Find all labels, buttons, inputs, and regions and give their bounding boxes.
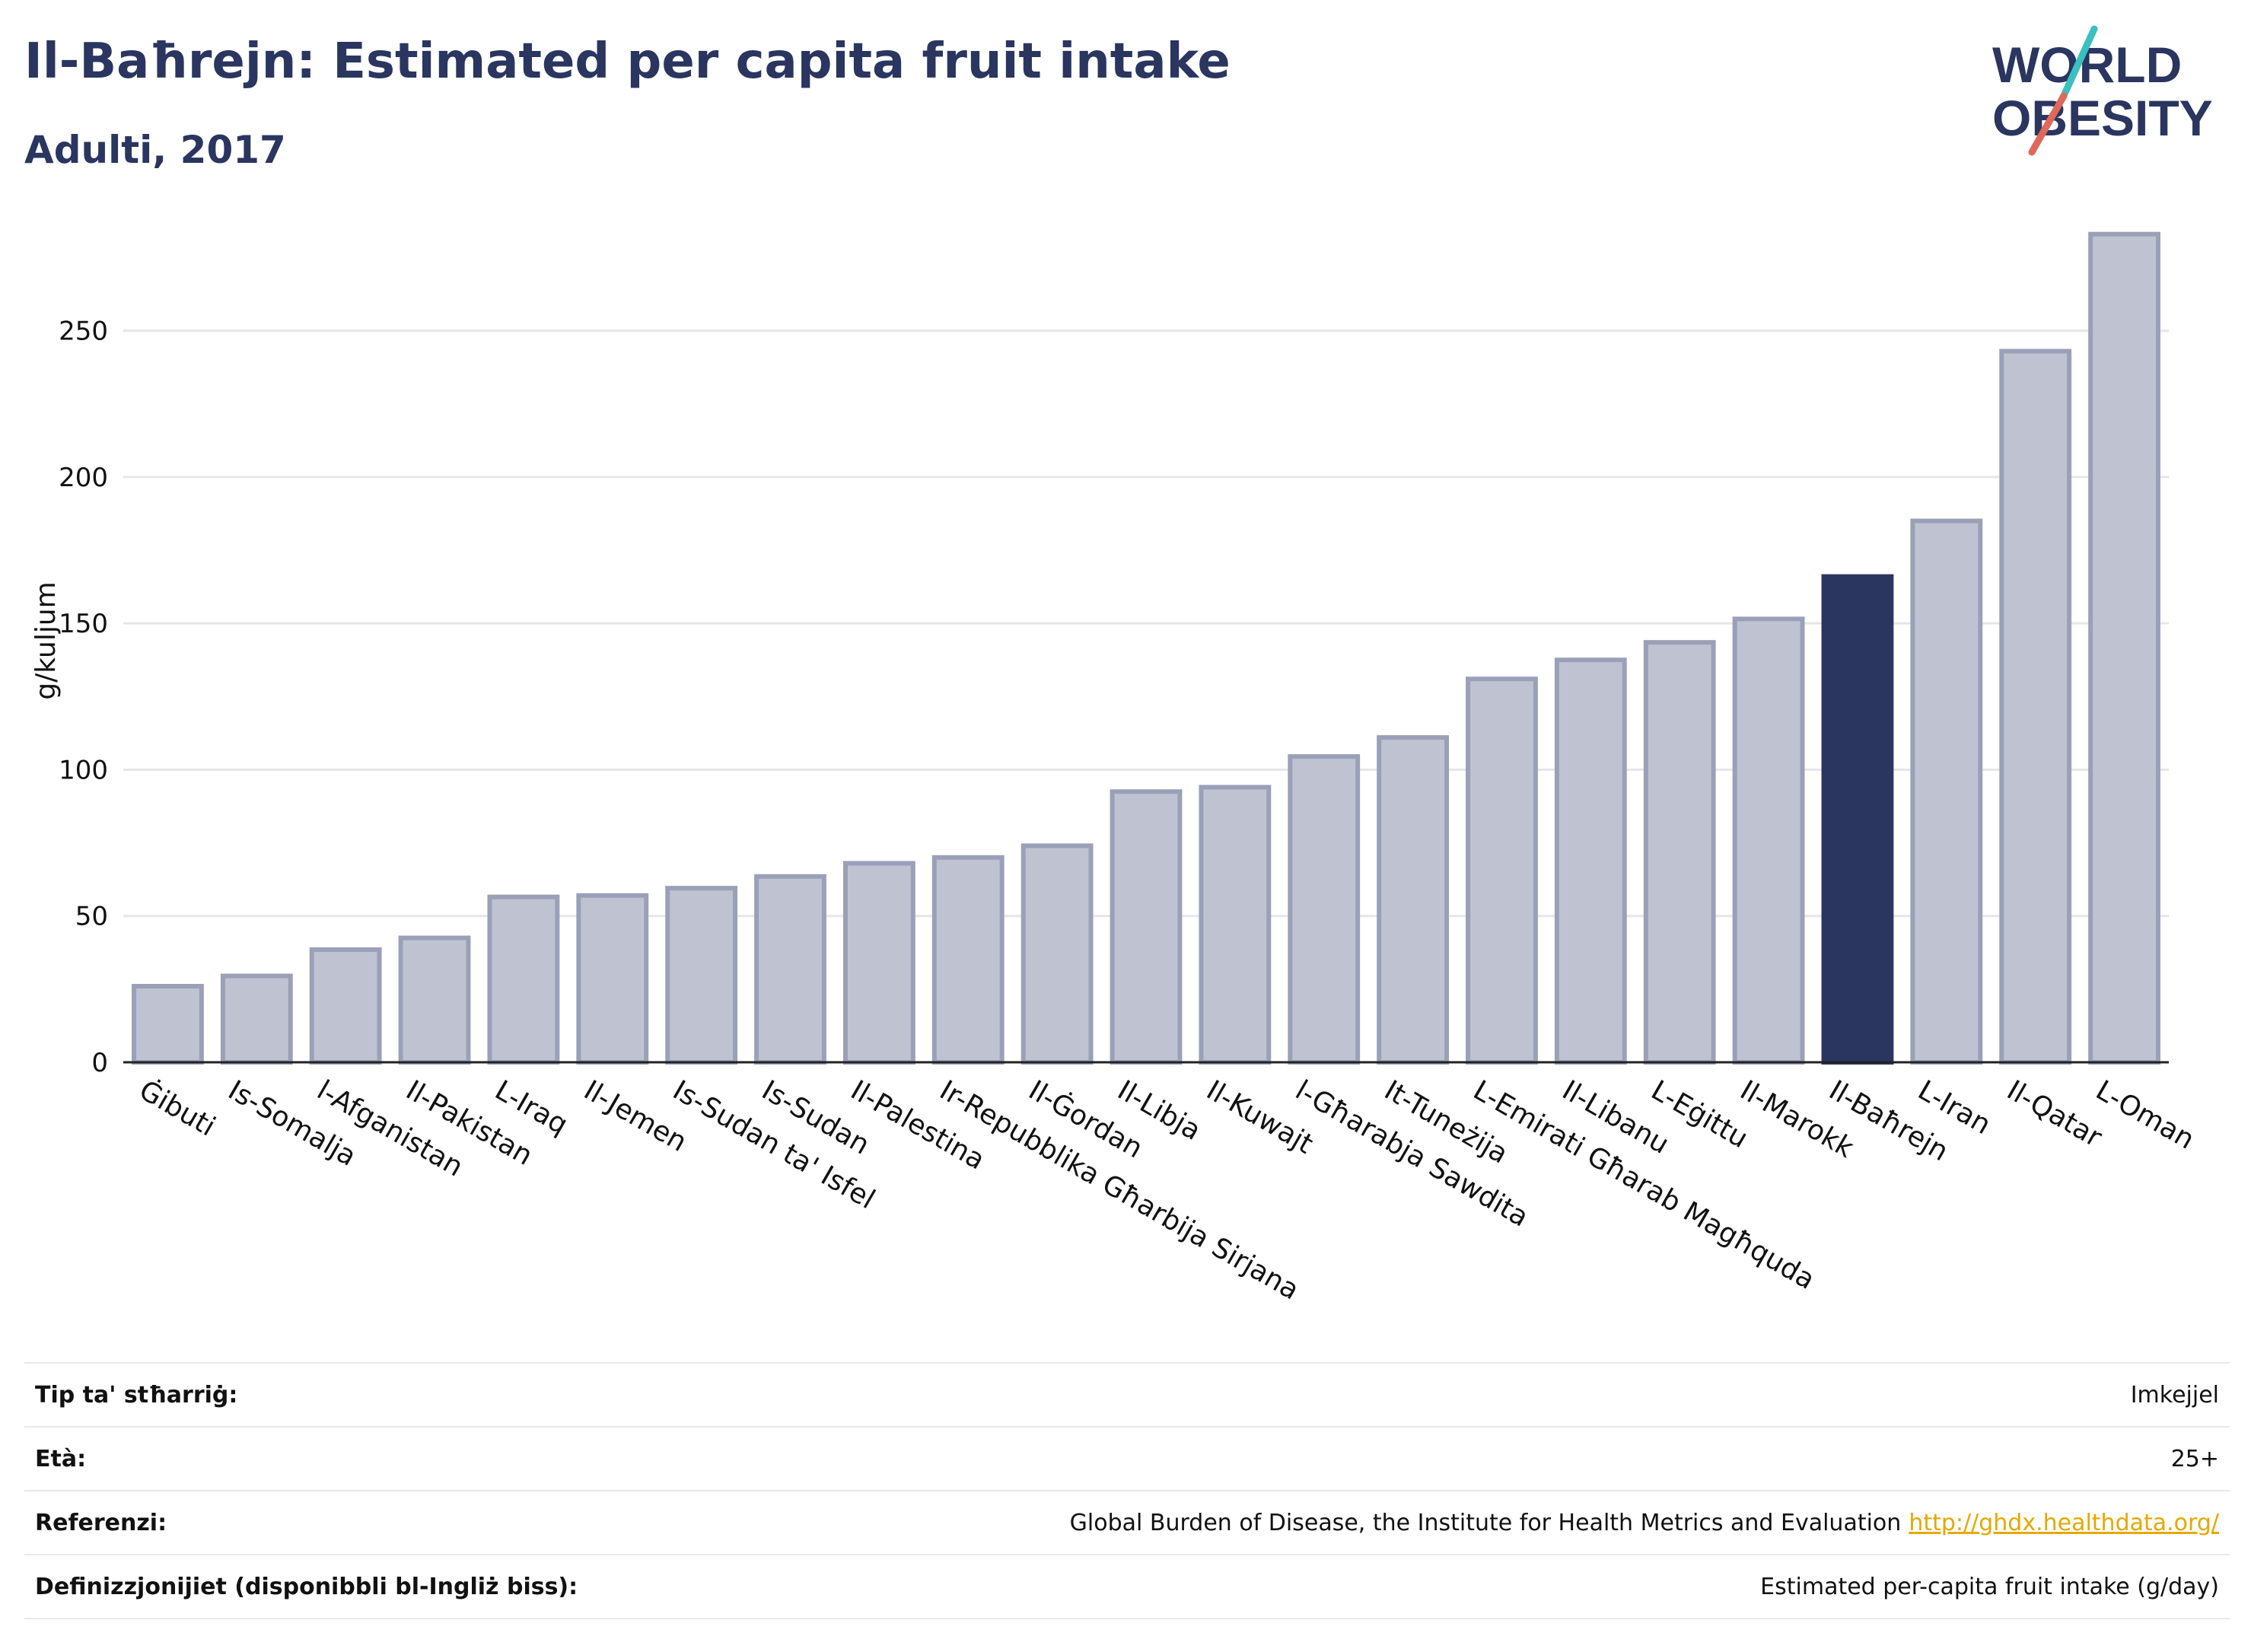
info-value: Estimated per-capita fruit intake (g/day…: [1760, 1574, 2230, 1600]
info-value: Global Burden of Disease, the Institute …: [1070, 1510, 2230, 1536]
y-tick-label: 200: [59, 463, 108, 493]
y-axis-label: g/kuljum: [30, 581, 62, 699]
info-row: Età: 25+: [24, 1426, 2230, 1490]
bar-1[interactable]: [220, 973, 293, 1065]
y-tick-label: 0: [91, 1048, 108, 1078]
x-tick-label: Il-Jemen: [578, 1074, 692, 1158]
bar-15[interactable]: [1466, 676, 1538, 1065]
bar-13[interactable]: [1288, 754, 1361, 1065]
info-value: 25+: [2171, 1446, 2230, 1472]
info-value-text: Imkejjel: [2130, 1381, 2219, 1408]
info-row: Definizzjonijiet (disponibbli bl-Ingliż …: [24, 1554, 2230, 1619]
bar-21[interactable]: [1999, 349, 2072, 1065]
bar-22[interactable]: [2088, 231, 2160, 1065]
info-row: Referenzi: Global Burden of Disease, the …: [24, 1490, 2230, 1554]
bar-17[interactable]: [1643, 640, 1716, 1065]
x-tick-label: Ġibuti: [134, 1074, 221, 1142]
bar-6[interactable]: [665, 886, 738, 1065]
bar-5[interactable]: [576, 893, 649, 1065]
bar-0[interactable]: [132, 984, 204, 1065]
bar-4[interactable]: [487, 894, 560, 1065]
bar-11[interactable]: [1110, 789, 1183, 1065]
logo-slash-red: [2028, 92, 2068, 156]
bars: [132, 231, 2160, 1065]
info-label: Referenzi:: [35, 1509, 167, 1536]
info-label: Tip ta' stħarriġ:: [35, 1381, 238, 1408]
info-row: Tip ta' stħarriġ: Imkejjel: [24, 1362, 2230, 1426]
info-table: Tip ta' stħarriġ: Imkejjel Età: 25+ Referenz…: [24, 1362, 2230, 1619]
chart-subtitle: Adulti, 2017: [24, 128, 286, 172]
info-label: Età:: [35, 1445, 87, 1472]
info-label: Definizzjonijiet (disponibbli bl-Ingliż …: [35, 1573, 578, 1600]
bar-chart: 0 50 100 150 200 250 Ġibuti Is-Somaljal-Afgani…: [30, 231, 2199, 1307]
world-obesity-logo[interactable]: WORLD OBESITY: [1979, 23, 2237, 160]
bar-14[interactable]: [1377, 735, 1450, 1065]
x-tick-label: Il-Qatar: [2001, 1074, 2107, 1154]
bar-9[interactable]: [931, 855, 1005, 1065]
bar-18[interactable]: [1732, 616, 1805, 1065]
y-tick-label: 250: [59, 317, 108, 347]
bar-12[interactable]: [1199, 785, 1272, 1065]
chart-title: Il-Baħrejn: Estimated per capita fruit i…: [24, 33, 1231, 90]
y-tick-label: 150: [59, 609, 108, 639]
bar-19[interactable]: [1821, 574, 1894, 1065]
info-value-text: 25+: [2170, 1445, 2219, 1472]
bar-20[interactable]: [1910, 518, 1983, 1065]
bar-8[interactable]: [842, 861, 915, 1065]
bar-3[interactable]: [398, 935, 471, 1065]
x-tick-labels: Ġibuti Is-Somaljal-AfganistanIl-PakistanL…: [134, 1074, 2199, 1306]
y-tick-label: 50: [75, 902, 108, 932]
info-value: Imkejjel: [2131, 1382, 2230, 1408]
logo-slash-teal: [2058, 25, 2098, 103]
x-tick-label: L-Oman: [2090, 1074, 2199, 1155]
bar-2[interactable]: [309, 947, 382, 1065]
logo-word-obesity: OBESITY: [1992, 90, 2213, 146]
bar-7[interactable]: [754, 874, 826, 1065]
bar-10[interactable]: [1020, 843, 1094, 1065]
info-value-text: Estimated per-capita fruit intake (g/day…: [1760, 1573, 2219, 1600]
info-value-text: Global Burden of Disease, the Institute …: [1069, 1509, 1902, 1536]
y-tick-labels: 0 50 100 150 200 250: [59, 317, 108, 1078]
bar-16[interactable]: [1554, 657, 1627, 1065]
y-tick-label: 100: [59, 755, 108, 785]
reference-link[interactable]: http://ghdx.healthdata.org/: [1909, 1509, 2219, 1536]
